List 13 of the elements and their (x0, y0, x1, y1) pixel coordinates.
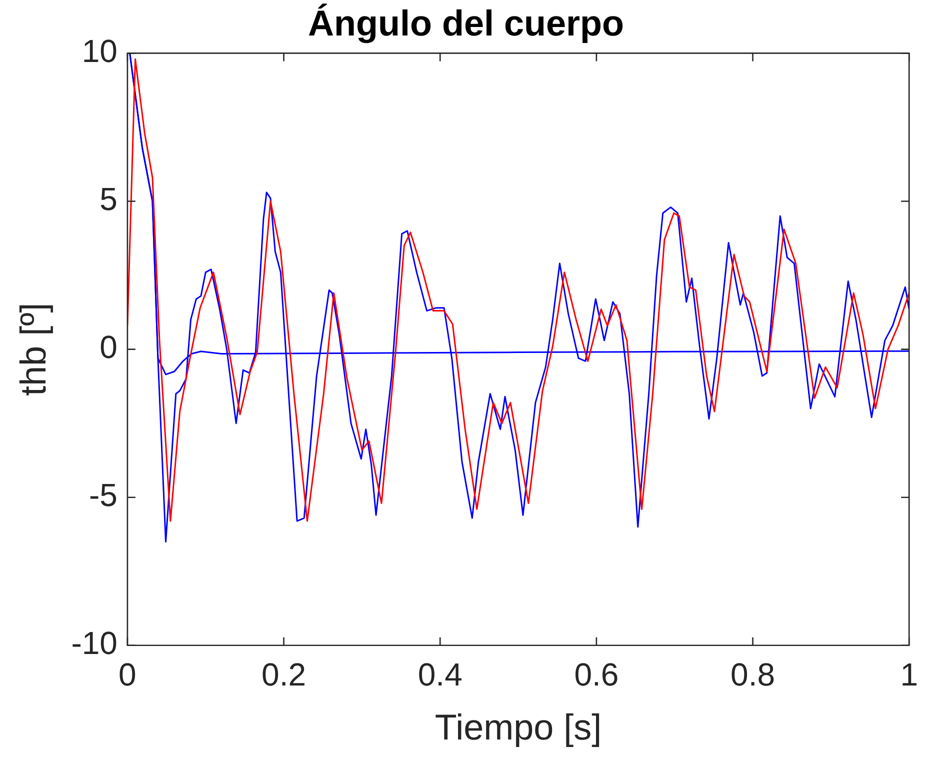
x-tick-label: 0.2 (262, 656, 306, 692)
y-tick-label: -5 (88, 477, 118, 514)
x-tick-label: 0.6 (574, 656, 619, 692)
y-tick-label: 0 (100, 329, 118, 366)
y-tick-label: 5 (100, 181, 118, 218)
x-tick-label: 0.4 (418, 656, 462, 692)
x-tick-label: 0.8 (730, 656, 776, 692)
y-axis-title: thb [º] (12, 302, 54, 396)
x-tick-label: 1 (900, 656, 918, 692)
x-axis-title: Tiempo [s] (434, 706, 602, 748)
chart-title: Ángulo del cuerpo (308, 2, 624, 44)
y-tick-label: -10 (71, 625, 118, 662)
y-tick-label: 10 (82, 33, 118, 70)
